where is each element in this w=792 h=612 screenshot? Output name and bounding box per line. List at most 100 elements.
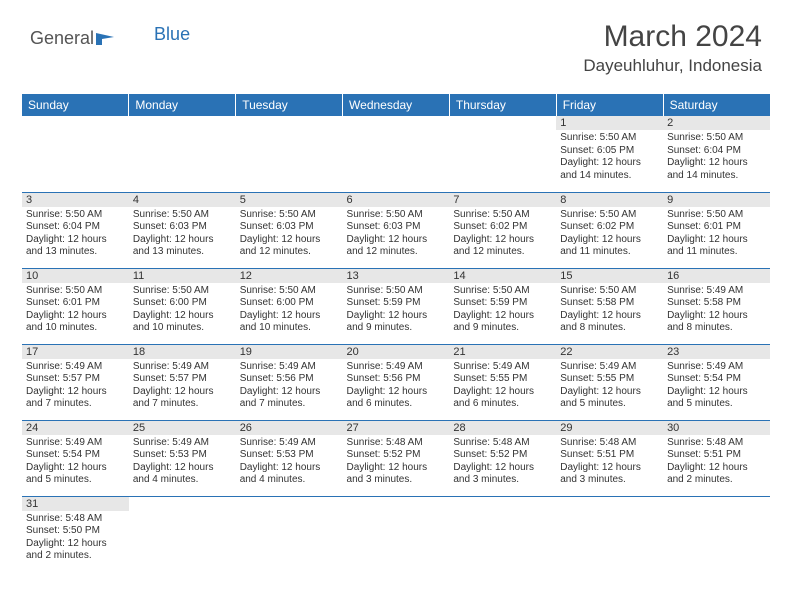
daylight-text: Daylight: 12 hours: [667, 310, 766, 323]
day-details: Sunrise: 5:50 AMSunset: 6:03 PMDaylight:…: [129, 207, 236, 261]
day-number: 21: [449, 345, 556, 359]
day-number: 12: [236, 269, 343, 283]
day-number: 23: [663, 345, 770, 359]
calendar-cell: [129, 496, 236, 572]
sunrise-text: Sunrise: 5:50 AM: [347, 285, 446, 298]
daylight-text2: and 10 minutes.: [133, 322, 232, 335]
daylight-text2: and 8 minutes.: [560, 322, 659, 335]
daylight-text2: and 9 minutes.: [453, 322, 552, 335]
calendar-cell: 5Sunrise: 5:50 AMSunset: 6:03 PMDaylight…: [236, 192, 343, 268]
daylight-text2: and 13 minutes.: [26, 246, 125, 259]
sunrise-text: Sunrise: 5:49 AM: [667, 361, 766, 374]
day-number: 15: [556, 269, 663, 283]
sunset-text: Sunset: 5:52 PM: [347, 449, 446, 462]
daylight-text: Daylight: 12 hours: [667, 386, 766, 399]
daylight-text: Daylight: 12 hours: [26, 310, 125, 323]
day-details: Sunrise: 5:50 AMSunset: 6:04 PMDaylight:…: [22, 207, 129, 261]
daylight-text: Daylight: 12 hours: [560, 234, 659, 247]
day-header: Tuesday: [236, 94, 343, 116]
day-number: 17: [22, 345, 129, 359]
sunrise-text: Sunrise: 5:50 AM: [560, 285, 659, 298]
day-number: 22: [556, 345, 663, 359]
sunrise-text: Sunrise: 5:49 AM: [133, 361, 232, 374]
calendar-cell: 27Sunrise: 5:48 AMSunset: 5:52 PMDayligh…: [343, 420, 450, 496]
day-details: Sunrise: 5:49 AMSunset: 5:53 PMDaylight:…: [129, 435, 236, 489]
day-details: Sunrise: 5:48 AMSunset: 5:51 PMDaylight:…: [556, 435, 663, 489]
sunset-text: Sunset: 5:59 PM: [347, 297, 446, 310]
sunrise-text: Sunrise: 5:49 AM: [133, 437, 232, 450]
day-number: 26: [236, 421, 343, 435]
calendar-cell: 20Sunrise: 5:49 AMSunset: 5:56 PMDayligh…: [343, 344, 450, 420]
day-header: Wednesday: [343, 94, 450, 116]
daylight-text2: and 5 minutes.: [667, 398, 766, 411]
sunrise-text: Sunrise: 5:49 AM: [347, 361, 446, 374]
sunrise-text: Sunrise: 5:50 AM: [240, 209, 339, 222]
sunrise-text: Sunrise: 5:48 AM: [667, 437, 766, 450]
day-details: Sunrise: 5:50 AMSunset: 6:00 PMDaylight:…: [236, 283, 343, 337]
daylight-text2: and 4 minutes.: [240, 474, 339, 487]
daylight-text: Daylight: 12 hours: [560, 462, 659, 475]
day-header: Sunday: [22, 94, 129, 116]
day-details: Sunrise: 5:49 AMSunset: 5:55 PMDaylight:…: [556, 359, 663, 413]
day-details: Sunrise: 5:49 AMSunset: 5:54 PMDaylight:…: [663, 359, 770, 413]
daylight-text2: and 7 minutes.: [26, 398, 125, 411]
calendar-cell: 30Sunrise: 5:48 AMSunset: 5:51 PMDayligh…: [663, 420, 770, 496]
sunset-text: Sunset: 5:53 PM: [240, 449, 339, 462]
day-number: 2: [663, 116, 770, 130]
day-details: Sunrise: 5:49 AMSunset: 5:53 PMDaylight:…: [236, 435, 343, 489]
day-number: 8: [556, 193, 663, 207]
day-details: Sunrise: 5:49 AMSunset: 5:56 PMDaylight:…: [343, 359, 450, 413]
calendar-row: 10Sunrise: 5:50 AMSunset: 6:01 PMDayligh…: [22, 268, 770, 344]
sunrise-text: Sunrise: 5:50 AM: [133, 209, 232, 222]
month-title: March 2024: [583, 20, 762, 54]
sunset-text: Sunset: 6:01 PM: [667, 221, 766, 234]
sunset-text: Sunset: 5:58 PM: [667, 297, 766, 310]
calendar-cell: [236, 496, 343, 572]
calendar-cell: 22Sunrise: 5:49 AMSunset: 5:55 PMDayligh…: [556, 344, 663, 420]
calendar-cell: 1Sunrise: 5:50 AMSunset: 6:05 PMDaylight…: [556, 116, 663, 192]
calendar-cell: 31Sunrise: 5:48 AMSunset: 5:50 PMDayligh…: [22, 496, 129, 572]
day-number: 6: [343, 193, 450, 207]
sunrise-text: Sunrise: 5:49 AM: [240, 361, 339, 374]
day-number: 19: [236, 345, 343, 359]
calendar-cell: 28Sunrise: 5:48 AMSunset: 5:52 PMDayligh…: [449, 420, 556, 496]
day-details: Sunrise: 5:49 AMSunset: 5:58 PMDaylight:…: [663, 283, 770, 337]
daylight-text2: and 11 minutes.: [560, 246, 659, 259]
sunset-text: Sunset: 5:51 PM: [560, 449, 659, 462]
day-details: Sunrise: 5:49 AMSunset: 5:56 PMDaylight:…: [236, 359, 343, 413]
daylight-text2: and 5 minutes.: [26, 474, 125, 487]
location: Dayeuhluhur, Indonesia: [583, 56, 762, 76]
day-number: 25: [129, 421, 236, 435]
sunset-text: Sunset: 6:01 PM: [26, 297, 125, 310]
sunset-text: Sunset: 5:56 PM: [240, 373, 339, 386]
sunrise-text: Sunrise: 5:49 AM: [453, 361, 552, 374]
daylight-text: Daylight: 12 hours: [667, 157, 766, 170]
daylight-text: Daylight: 12 hours: [667, 234, 766, 247]
calendar-cell: 2Sunrise: 5:50 AMSunset: 6:04 PMDaylight…: [663, 116, 770, 192]
calendar-cell: 11Sunrise: 5:50 AMSunset: 6:00 PMDayligh…: [129, 268, 236, 344]
daylight-text: Daylight: 12 hours: [453, 462, 552, 475]
calendar-cell: [449, 116, 556, 192]
daylight-text: Daylight: 12 hours: [240, 310, 339, 323]
sunrise-text: Sunrise: 5:50 AM: [26, 285, 125, 298]
calendar-cell: [236, 116, 343, 192]
calendar-cell: 29Sunrise: 5:48 AMSunset: 5:51 PMDayligh…: [556, 420, 663, 496]
day-details: Sunrise: 5:50 AMSunset: 6:02 PMDaylight:…: [556, 207, 663, 261]
daylight-text2: and 4 minutes.: [133, 474, 232, 487]
sunset-text: Sunset: 5:58 PM: [560, 297, 659, 310]
calendar-cell: 14Sunrise: 5:50 AMSunset: 5:59 PMDayligh…: [449, 268, 556, 344]
day-number: 3: [22, 193, 129, 207]
day-number: 27: [343, 421, 450, 435]
daylight-text: Daylight: 12 hours: [560, 310, 659, 323]
calendar-cell: 8Sunrise: 5:50 AMSunset: 6:02 PMDaylight…: [556, 192, 663, 268]
day-number: 31: [22, 497, 129, 511]
day-number: 4: [129, 193, 236, 207]
daylight-text2: and 12 minutes.: [240, 246, 339, 259]
sunrise-text: Sunrise: 5:50 AM: [347, 209, 446, 222]
header: GeneralBlue March 2024 Dayeuhluhur, Indo…: [0, 0, 792, 86]
sunset-text: Sunset: 6:04 PM: [26, 221, 125, 234]
sunset-text: Sunset: 6:03 PM: [347, 221, 446, 234]
daylight-text2: and 14 minutes.: [667, 170, 766, 183]
sunset-text: Sunset: 5:55 PM: [453, 373, 552, 386]
daylight-text2: and 12 minutes.: [347, 246, 446, 259]
